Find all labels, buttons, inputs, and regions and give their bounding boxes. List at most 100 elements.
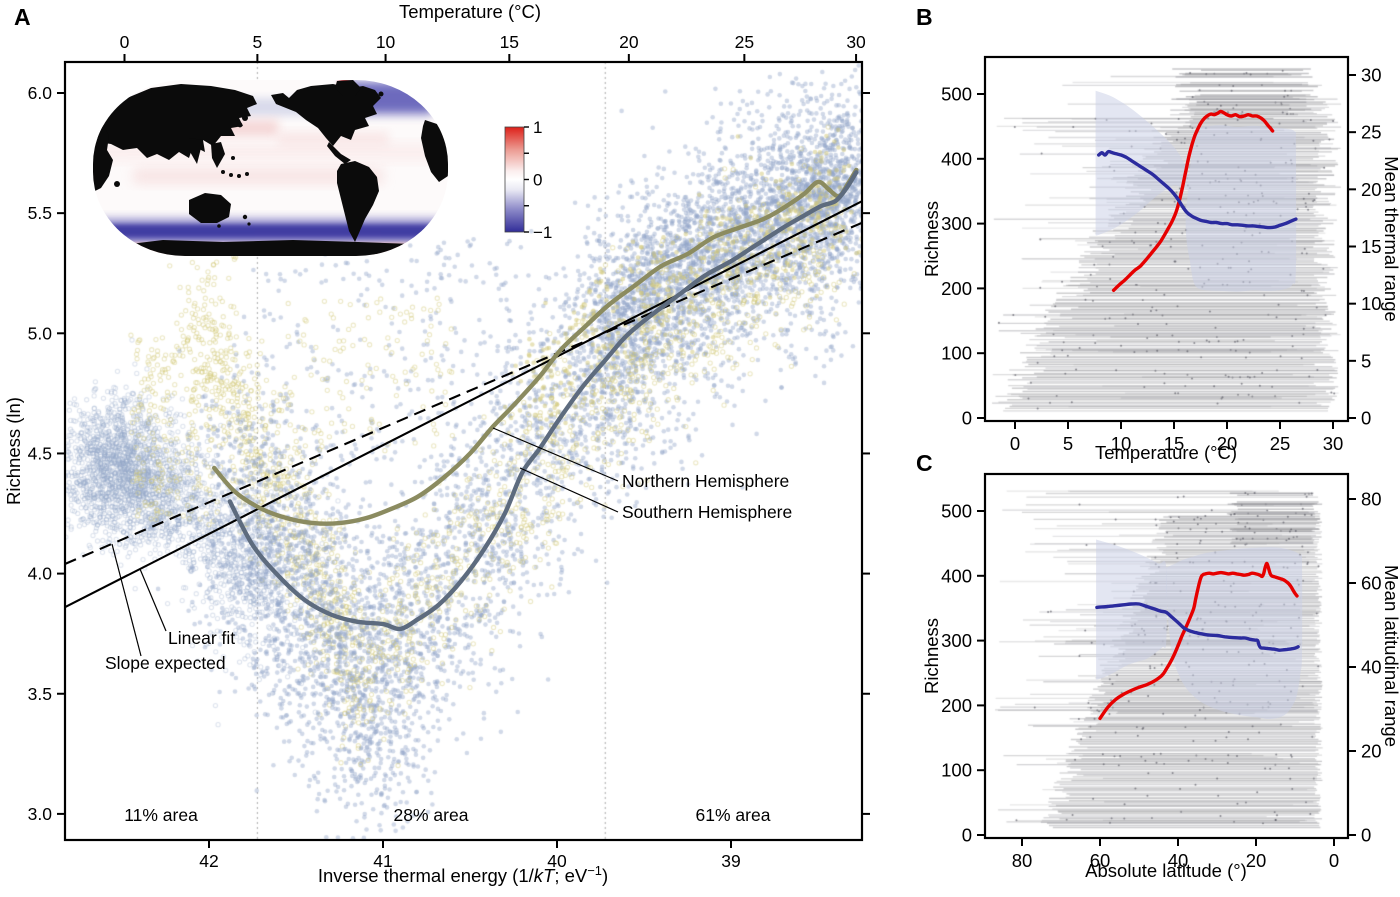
world-map-inset [93,80,448,256]
confidence-region [1096,539,1168,680]
svg-text:20: 20 [1361,741,1382,762]
svg-text:20: 20 [1217,433,1238,454]
continent-silhouette [327,142,351,164]
continent-silhouette [97,84,257,160]
confidence-region [1185,125,1297,292]
svg-text:4.5: 4.5 [28,443,52,463]
panel-a: 1 0 −1 [64,80,863,632]
axis-title-text: ) [602,865,609,887]
svg-text:10: 10 [1361,293,1382,314]
svg-text:6.0: 6.0 [28,83,53,103]
continent-silhouette [113,240,433,256]
svg-text:5.5: 5.5 [28,203,52,223]
svg-text:20: 20 [619,32,639,52]
panel-b-left-axis-title: Richness [921,200,942,278]
panel-a-letter: A [14,4,31,30]
panel-a-bottom-axis-title: Inverse thermal energy (1/kT; eV−1) [313,863,613,887]
svg-text:30: 30 [1323,433,1344,454]
svg-text:100: 100 [941,343,972,364]
svg-text:15: 15 [500,32,519,52]
svg-text:15: 15 [1164,433,1185,454]
svg-text:25: 25 [1270,433,1291,454]
panel-c-bottom-axis-title: Absolute latitude (°) [1085,860,1247,881]
svg-text:0: 0 [1361,825,1371,846]
panel-c-right-axis-title: Mean latitudinal range [1381,564,1400,748]
svg-text:−1: −1 [533,223,552,242]
confidence-region [1095,90,1190,236]
continent-silhouette [421,120,448,182]
svg-text:300: 300 [941,630,972,651]
panel-b-right-axis-title: Mean thermal range [1381,156,1400,322]
svg-text:40: 40 [547,851,567,871]
axis-title-text: Inverse thermal energy (1/ [317,865,534,887]
svg-text:0: 0 [1361,408,1371,429]
svg-text:30: 30 [1361,65,1382,86]
confidence-region [1166,547,1303,720]
svg-text:5: 5 [1361,350,1371,371]
svg-text:40: 40 [1168,850,1189,871]
svg-text:0: 0 [120,32,130,52]
svg-text:11% area: 11% area [124,805,198,825]
svg-text:0: 0 [962,825,972,846]
svg-text:61% area: 61% area [696,805,771,825]
mean_latitudinal_range_vs_latitude-curve [1095,602,1300,652]
svg-text:0: 0 [962,408,972,429]
svg-text:60: 60 [1090,850,1111,871]
continent-silhouette [211,142,225,168]
svg-text:0: 0 [1329,850,1339,871]
map-colorbar: 1 0 −1 [504,118,552,242]
svg-text:200: 200 [941,695,972,716]
svg-text:Southern Hemisphere: Southern Hemisphere [622,502,792,522]
svg-text:0: 0 [1010,433,1020,454]
linear_fit-line [64,200,863,609]
svg-text:Slope expected: Slope expected [105,653,226,673]
svg-text:5: 5 [1063,433,1073,454]
axis-title-italic: kT [533,865,555,887]
svg-text:41: 41 [373,851,392,871]
svg-text:42: 42 [199,851,218,871]
svg-text:4.0: 4.0 [28,564,53,584]
continent-silhouette [93,120,113,192]
svg-text:Northern Hemisphere: Northern Hemisphere [622,471,789,491]
continent-silhouette [271,84,381,146]
svg-text:400: 400 [941,565,972,586]
richness_vs_temperature-curve [1111,109,1275,292]
svg-text:20: 20 [1246,850,1267,871]
svg-text:500: 500 [941,84,972,105]
svg-text:0: 0 [533,171,542,190]
svg-text:40: 40 [1361,657,1382,678]
continent-silhouette [189,138,203,164]
northern-hemisphere-curve [212,167,859,526]
svg-text:25: 25 [735,32,754,52]
svg-text:300: 300 [941,213,972,234]
svg-text:5: 5 [253,32,263,52]
svg-text:20: 20 [1361,179,1382,200]
richness_vs_latitude-curve [1098,561,1299,721]
slope_expected-line [64,221,863,565]
svg-text:30: 30 [846,32,866,52]
panel-a-top-axis-title: Temperature (°C) [398,1,542,22]
continent-silhouette [189,193,231,223]
panel-b-bottom-axis-title: Temperature (°C) [1094,442,1238,463]
svg-text:10: 10 [376,32,396,52]
svg-text:5.0: 5.0 [28,323,53,343]
svg-text:28% area: 28% area [394,805,469,825]
svg-text:3.5: 3.5 [28,684,52,704]
svg-text:15: 15 [1361,236,1382,257]
svg-text:60: 60 [1361,573,1382,594]
continent-silhouette [433,95,448,116]
svg-text:39: 39 [721,851,740,871]
svg-text:Linear fit: Linear fit [168,628,235,648]
mean_thermal_range_vs_temperature-curve [1097,149,1298,230]
continent-silhouette [335,80,361,96]
svg-text:80: 80 [1361,489,1382,510]
axis-title-text: ; eV [554,865,588,887]
svg-text:10: 10 [1111,433,1132,454]
svg-text:1: 1 [533,118,542,137]
panel-c-left-axis-title: Richness [921,617,942,695]
continent-silhouette [337,161,379,242]
southern-hemisphere-curve [227,170,859,632]
svg-text:400: 400 [941,148,972,169]
